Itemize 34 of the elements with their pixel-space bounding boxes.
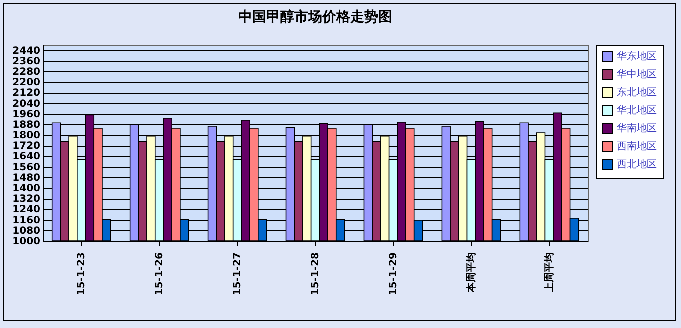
y-tick-label: 2280 xyxy=(12,66,41,78)
y-tick-label: 1720 xyxy=(12,141,41,152)
y-tick-label: 2440 xyxy=(12,46,41,57)
y-tick-label: 2200 xyxy=(12,78,41,89)
y-tick-label: 1560 xyxy=(12,162,41,174)
y-tick-label: 1160 xyxy=(12,215,41,226)
legend-label: 华北地区 xyxy=(617,104,657,116)
x-tick-label: 15-1-29 xyxy=(388,252,400,296)
legend-label: 西北地区 xyxy=(617,158,657,170)
y-tick-label: 1800 xyxy=(12,130,41,142)
legend-label: 华中地区 xyxy=(617,68,657,80)
y-tick-label: 2040 xyxy=(12,98,41,110)
y-tick-label: 1400 xyxy=(12,184,41,195)
y-tick-label: 2120 xyxy=(12,88,41,100)
legend-label: 华南地区 xyxy=(617,122,657,134)
y-tick-label: 1480 xyxy=(12,172,41,184)
y-tick-label: 1320 xyxy=(12,194,41,206)
legend-label: 西南地区 xyxy=(617,140,657,152)
y-tick-label: 2360 xyxy=(12,56,41,68)
x-tick-label: 本周平均 xyxy=(465,252,478,294)
x-tick-label: 15-1-26 xyxy=(154,252,166,296)
chart-title: 中国甲醇市场价格走势图 xyxy=(238,8,392,26)
y-tick-label: 1880 xyxy=(12,120,41,131)
x-tick-label: 15-1-23 xyxy=(76,252,88,296)
legend-label: 华东地区 xyxy=(617,50,657,62)
x-tick-label: 15-1-28 xyxy=(310,252,322,296)
y-tick-label: 1000 xyxy=(12,236,41,248)
y-tick-label: 1240 xyxy=(12,204,41,216)
legend-label: 东北地区 xyxy=(617,86,657,98)
x-tick-label: 上周平均 xyxy=(543,252,556,294)
x-tick-label: 15-1-27 xyxy=(232,252,244,296)
y-tick-label: 1640 xyxy=(12,152,41,163)
y-tick-label: 1080 xyxy=(12,226,41,237)
y-tick-label: 1960 xyxy=(12,109,41,120)
